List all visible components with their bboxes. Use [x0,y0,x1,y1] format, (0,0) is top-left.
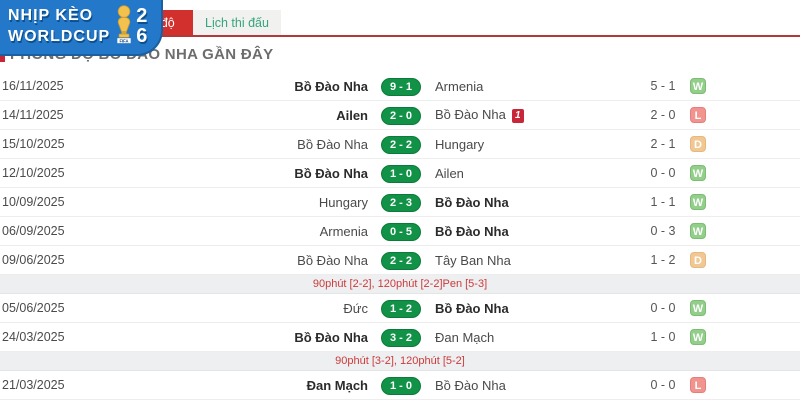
score-badge: 2 - 2 [381,135,421,154]
tab-lich-thi-dau[interactable]: Lịch thi đấu [193,10,281,36]
match-date: 21/03/2025 [2,378,65,392]
result-badge: W [690,328,706,345]
result-badge: W [690,77,706,94]
svg-text:FIFA: FIFA [120,38,129,43]
score-badge: 1 - 0 [381,376,421,395]
worldcup-trophy-icon: FIFA [114,4,134,49]
home-team: Armenia [319,223,368,239]
match-date: 14/11/2025 [2,108,64,122]
score-badge: 2 - 0 [381,106,421,125]
score-badge: 1 - 2 [381,299,421,318]
home-team: Đan Mạch [306,377,368,393]
site-logo-text: NHỊP KÈO WORLDCUP [8,5,110,47]
table-row: 10/09/2025 Hungary 2 - 3 Bồ Đào Nha 1 - … [0,188,800,217]
away-team: Bồ Đào Nha [435,194,509,210]
halftime-score: 0 - 0 [650,166,676,180]
halftime-score: 5 - 1 [650,79,676,93]
away-team: Đan Mạch [435,329,495,345]
table-row: 09/06/2025 Bồ Đào Nha 2 - 2 Tây Ban Nha … [0,246,800,275]
halftime-score: 1 - 1 [650,195,676,209]
table-row: 05/06/2025 Đức 1 - 2 Bồ Đào Nha 0 - 0 W [0,294,800,323]
home-team: Bồ Đào Nha [294,329,368,345]
result-badge: D [690,251,706,268]
home-team: Bồ Đào Nha [297,136,368,152]
result-badge: W [690,222,706,239]
halftime-score: 1 - 2 [650,253,676,267]
penalty-note: 90phút [3-2], 120phút [5-2] [335,355,465,367]
home-team: Ailen [336,107,368,123]
match-date: 10/09/2025 [2,195,65,209]
away-team: Armenia [435,78,484,94]
penalty-note-row: 90phút [2-2], 120phút [2-2]Pen [5-3] [0,275,800,294]
penalty-note: 90phút [2-2], 120phút [2-2]Pen [5-3] [312,278,488,290]
table-row: 21/03/2025 Đan Mạch 1 - 0 Bồ Đào Nha 0 -… [0,371,800,400]
match-date: 09/06/2025 [2,253,65,267]
score-badge: 2 - 3 [381,193,421,212]
score-badge: 1 - 0 [381,164,421,183]
home-team: Hungary [318,194,368,210]
home-team: Bồ Đào Nha [294,78,368,94]
site-logo[interactable]: NHỊP KÈO WORLDCUP FIFA 2 6 [0,0,163,56]
score-badge: 2 - 2 [381,251,421,270]
away-team: Ailen [435,165,464,181]
score-badge: 3 - 2 [381,328,421,347]
table-row: 15/10/2025 Bồ Đào Nha 2 - 2 Hungary 2 - … [0,130,800,159]
match-date: 15/10/2025 [2,137,65,151]
halftime-score: 2 - 0 [650,108,676,122]
result-badge: W [690,299,706,316]
halftime-score: 0 - 0 [650,301,676,315]
away-team: Tây Ban Nha [435,252,511,268]
logo-year-26: 2 6 [136,5,148,47]
table-row: 24/03/2025 Bồ Đào Nha 3 - 2 Đan Mạch 1 -… [0,323,800,352]
match-date: 16/11/2025 [2,79,64,93]
halftime-score: 0 - 3 [650,224,676,238]
table-row: 14/11/2025 Ailen 2 - 0 Bồ Đào Nha 1 2 - 0… [0,101,800,130]
away-team: Hungary [435,136,485,152]
home-team: Bồ Đào Nha [297,252,368,268]
home-team: Đức [343,300,368,316]
table-row: 16/11/2025 Bồ Đào Nha 9 - 1 Armenia 5 - … [0,72,800,101]
match-date: 06/09/2025 [2,224,65,238]
home-team: Bồ Đào Nha [294,165,368,181]
score-badge: 0 - 5 [381,222,421,241]
logo-line-1: NHỊP KÈO [8,7,94,24]
away-team: Bồ Đào Nha [435,300,509,316]
match-date: 05/06/2025 [2,301,65,315]
penalty-note-row: 90phút [3-2], 120phút [5-2] [0,352,800,371]
result-badge: L [690,376,706,393]
away-team: Bồ Đào Nha [435,377,506,393]
result-badge: W [690,164,706,181]
red-card-badge: 1 [511,109,524,123]
result-badge: L [690,106,706,123]
halftime-score: 2 - 1 [650,137,676,151]
halftime-score: 1 - 0 [650,330,676,344]
halftime-score: 0 - 0 [650,378,676,392]
away-team: Bồ Đào Nha [435,223,509,239]
recent-form-table: 16/11/2025 Bồ Đào Nha 9 - 1 Armenia 5 - … [0,72,800,400]
match-date: 12/10/2025 [2,166,65,180]
result-badge: W [690,193,706,210]
result-badge: D [690,135,706,152]
logo-line-2: WORLDCUP [8,28,111,45]
match-date: 24/03/2025 [2,330,65,344]
score-badge: 9 - 1 [381,77,421,96]
away-team: Bồ Đào Nha [435,107,506,122]
table-row: 06/09/2025 Armenia 0 - 5 Bồ Đào Nha 0 - … [0,217,800,246]
table-row: 12/10/2025 Bồ Đào Nha 1 - 0 Ailen 0 - 0 … [0,159,800,188]
tab-underline [0,35,800,37]
